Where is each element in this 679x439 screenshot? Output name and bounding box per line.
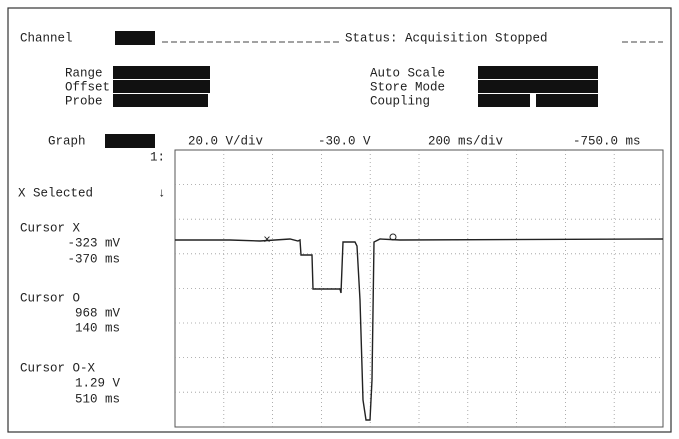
cursor-time: 140 ms [75,321,120,335]
trace-label: 1: [150,150,165,164]
store-mode-label: Store Mode [370,80,445,94]
plot: × [174,149,664,428]
selection-arrow: ↓ [158,186,166,200]
channel-label: Channel [20,31,73,45]
cursor-time: 510 ms [75,392,120,406]
cursor-label: Cursor X [20,221,81,235]
cursor-o-marker [389,233,397,241]
waveform [175,238,664,421]
probe-field[interactable] [113,94,208,107]
store-mode-field[interactable] [478,80,598,93]
offset-value: -30.0 V [318,134,371,148]
cursor-label: Cursor O [20,291,80,305]
probe-label: Probe [65,94,103,108]
channel-field[interactable] [115,31,155,45]
cursor-voltage: 968 mV [75,306,121,320]
range-field[interactable] [113,66,210,79]
delay-value: -750.0 ms [573,134,641,148]
cursor-label: Cursor O-X [20,361,96,375]
cursor-time: -370 ms [67,252,120,266]
cursor-voltage: -323 mV [67,236,120,250]
status: Status: Acquisition Stopped [345,31,548,45]
selection-label: X Selected [18,186,93,200]
coupling-field[interactable] [478,94,530,107]
grid [175,150,663,427]
range-label: Range [65,66,103,80]
coupling-field[interactable] [536,94,598,107]
auto-scale-label: Auto Scale [370,66,445,80]
graph-label: Graph [48,134,86,148]
graph-field[interactable] [105,134,155,148]
coupling-label: Coupling [370,94,430,108]
volts-per-div: 20.0 V/div [188,134,264,148]
cursor-x-marker: × [263,233,271,247]
offset-label: Offset [65,80,110,94]
auto-scale-field[interactable] [478,66,598,79]
frame [7,7,672,433]
cursor-voltage: 1.29 V [75,376,121,390]
time-per-div: 200 ms/div [428,134,504,148]
offset-field[interactable] [113,80,210,93]
